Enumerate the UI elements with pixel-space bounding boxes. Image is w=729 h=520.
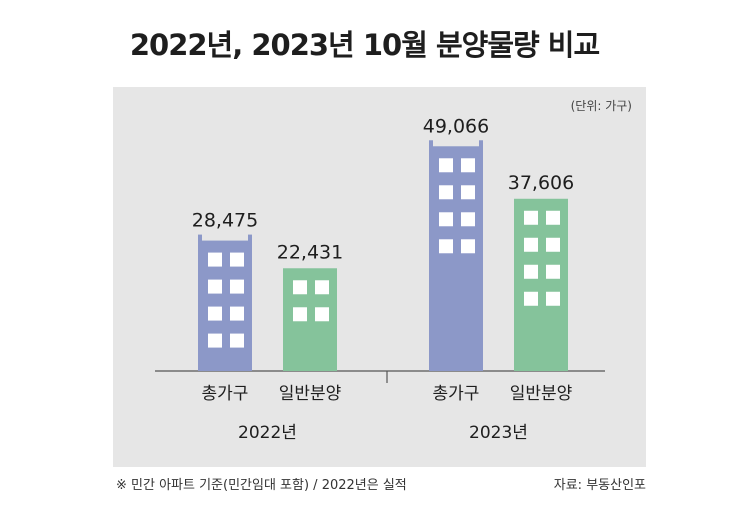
- bar-window-0-0-0-0: [208, 252, 222, 267]
- bar-window-1-1-1-0: [524, 237, 538, 252]
- data-label-1-general: 37,606: [508, 172, 574, 194]
- bar-roof-right-1: [479, 140, 483, 148]
- bar-window-1-0-2-1: [461, 212, 475, 227]
- bar-window-1-0-3-1: [461, 239, 475, 254]
- bar-roof-left-0: [198, 234, 202, 242]
- bar-window-0-0-1-0: [208, 279, 222, 294]
- data-label-1-total: 49,066: [423, 115, 489, 137]
- data-label-0-total: 28,475: [192, 210, 258, 232]
- bar-window-1-1-2-0: [524, 264, 538, 279]
- bar-window-1-0-1-0: [439, 185, 453, 200]
- bar-1-total: [429, 146, 483, 371]
- bar-window-1-1-3-0: [524, 291, 538, 306]
- bar-window-0-0-2-0: [208, 306, 222, 321]
- bar-window-1-1-2-1: [546, 264, 560, 279]
- bar-window-0-0-3-0: [208, 333, 222, 348]
- bar-window-0-1-1-1: [315, 307, 329, 322]
- source-label: 자료: 부동산인포: [553, 478, 646, 493]
- bar-1-general: [514, 198, 568, 371]
- category-label-1-general: 일반분양: [510, 384, 573, 404]
- bar-roof-right-0: [248, 234, 252, 242]
- bar-window-1-1-0-1: [546, 210, 560, 225]
- category-label-0-general: 일반분양: [279, 384, 342, 404]
- bar-window-0-0-0-1: [230, 252, 244, 267]
- bar-window-1-0-0-0: [439, 158, 453, 173]
- data-label-0-general: 22,431: [277, 241, 343, 263]
- bar-window-0-0-3-1: [230, 333, 244, 348]
- group-label-1: 2023년: [469, 423, 528, 443]
- bar-chart: 28,475 총가구 22,431 일반분양 2022년 49,066 총가구 37,606 일…: [155, 115, 605, 443]
- bar-window-1-0-2-0: [439, 212, 453, 227]
- bar-window-1-0-3-0: [439, 239, 453, 254]
- bar-window-1-0-0-1: [461, 158, 475, 173]
- bar-window-0-0-1-1: [230, 279, 244, 294]
- bar-window-0-1-0-0: [293, 280, 307, 295]
- bar-window-1-1-1-1: [546, 237, 560, 252]
- chart-title: 2022년, 2023년 10월 분양물량 비교: [129, 28, 600, 62]
- bar-window-0-0-2-1: [230, 306, 244, 321]
- bar-window-0-1-1-0: [293, 307, 307, 322]
- category-label-1-total: 총가구: [433, 384, 480, 404]
- bar-window-1-1-3-1: [546, 291, 560, 306]
- footnote: ※ 민간 아파트 기준(민간임대 포함) / 2022년은 실적: [116, 478, 407, 493]
- group-label-0: 2022년: [238, 423, 297, 443]
- category-label-0-total: 총가구: [202, 384, 249, 404]
- bar-window-1-1-0-0: [524, 210, 538, 225]
- unit-label: (단위: 가구): [570, 99, 632, 113]
- bar-roof-left-1: [429, 140, 433, 148]
- bar-window-1-0-1-1: [461, 185, 475, 200]
- bar-window-0-1-0-1: [315, 280, 329, 295]
